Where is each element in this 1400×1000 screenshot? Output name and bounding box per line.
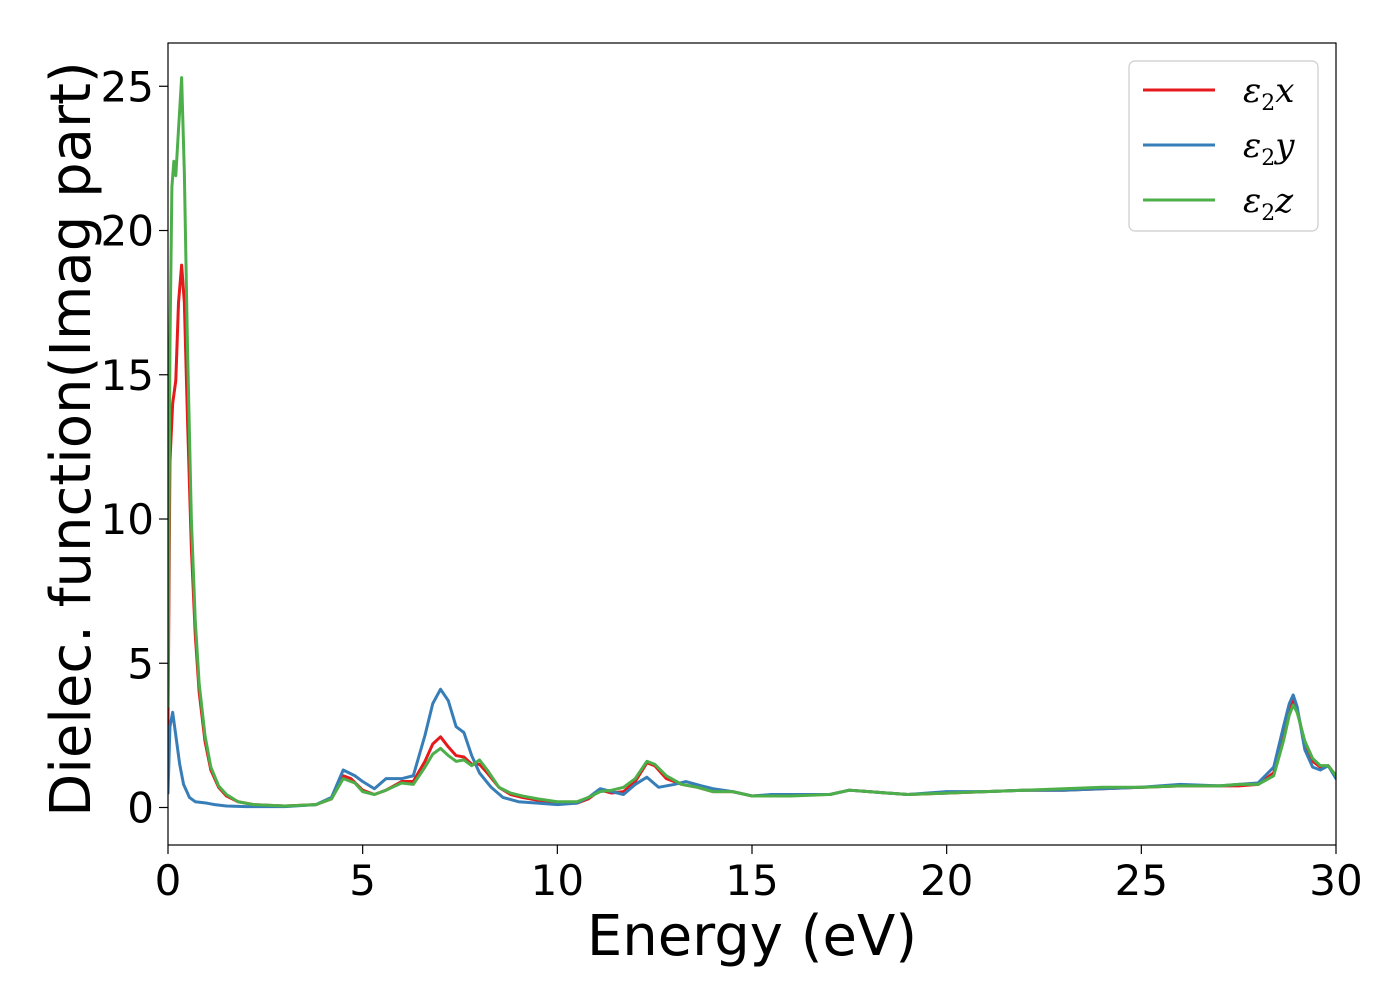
- x-axis-label: Energy (eV): [587, 904, 917, 969]
- x-tick-label: 30: [1309, 856, 1362, 905]
- y-tick-label: 20: [101, 207, 154, 256]
- tick-layer: 0 5 10 15 20 25 30 0 5 10 15 20 25: [101, 62, 1363, 905]
- y-tick-label: 0: [127, 783, 154, 832]
- y-axis-label: Dielec. function(Imag part): [39, 61, 104, 817]
- legend: ε2x ε2y ε2z: [1128, 60, 1319, 232]
- x-tick-label: 20: [920, 856, 973, 905]
- series-layer: [168, 76, 1336, 809]
- legend-label-y: ε2y: [1243, 126, 1295, 171]
- y-tick-label: 25: [101, 62, 154, 111]
- y-tick-label: 5: [127, 639, 154, 688]
- legend-label-x: ε2x: [1243, 71, 1294, 116]
- series-line-y: [168, 687, 1336, 809]
- x-tick-label: 10: [531, 856, 584, 905]
- legend-box: [1128, 60, 1319, 232]
- y-tick-label: 15: [101, 351, 154, 400]
- x-tick-label: 15: [725, 856, 778, 905]
- series-line-x: [168, 263, 1336, 808]
- x-tick-label: 5: [349, 856, 376, 905]
- y-tick-label: 10: [101, 495, 154, 544]
- series-line-z: [168, 76, 1336, 808]
- x-tick-label: 25: [1115, 856, 1168, 905]
- legend-label-z: ε2z: [1243, 181, 1294, 226]
- x-tick-label: 0: [155, 856, 182, 905]
